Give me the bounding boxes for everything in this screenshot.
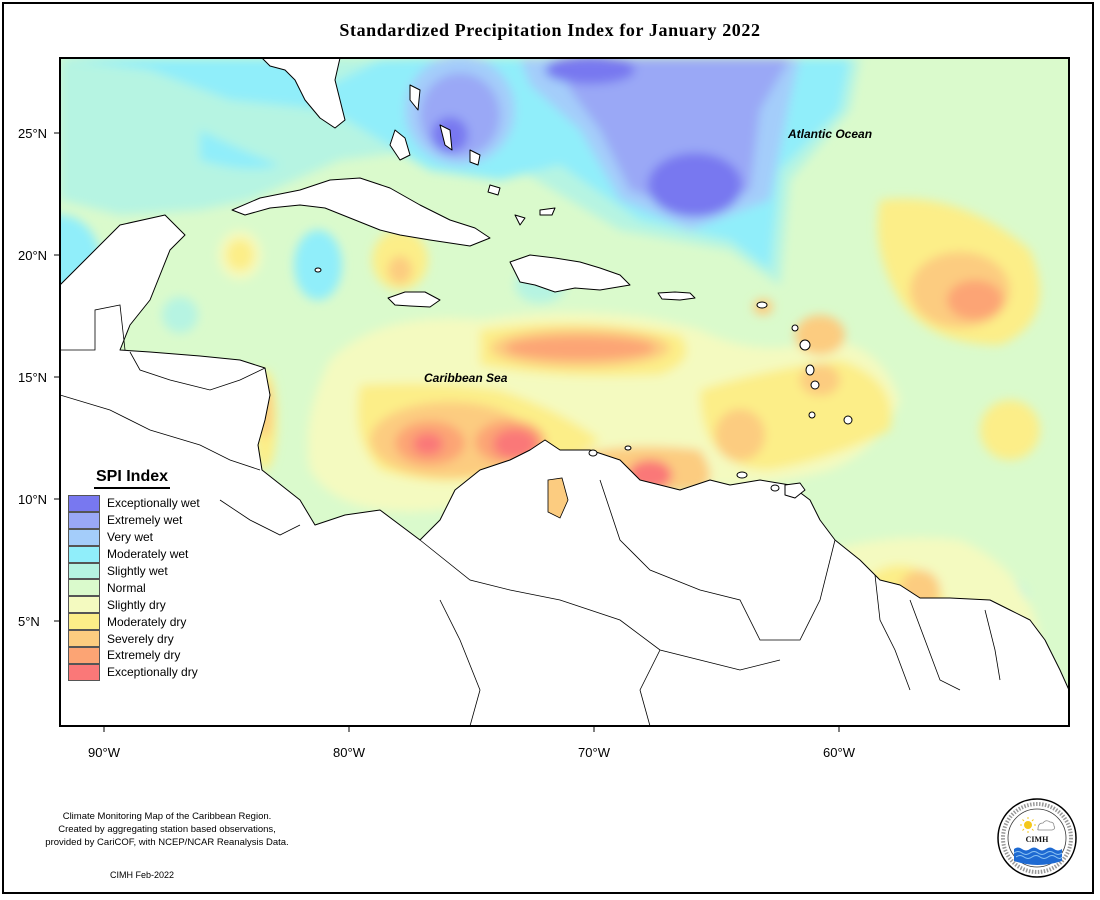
map-title: Standardized Precipitation Index for Jan… bbox=[339, 20, 761, 40]
legend-label: Extremely wet bbox=[107, 513, 183, 528]
axis-ticks bbox=[54, 132, 840, 732]
lat-label-20n: 20°N bbox=[18, 248, 48, 263]
legend-swatch bbox=[68, 647, 100, 664]
legend-swatch bbox=[68, 663, 100, 681]
credits-line-3: provided by CariCOF, with NCEP/NCAR Rean… bbox=[45, 837, 289, 848]
country-borders bbox=[60, 304, 1001, 726]
legend-item: Exceptionally dry bbox=[68, 663, 200, 681]
credits-line-1: Climate Monitoring Map of the Caribbean … bbox=[62, 811, 272, 822]
legend-label: Slightly wet bbox=[107, 564, 168, 578]
spi-legend: SPI Index Exceptionally wet Extremely wet… bbox=[68, 468, 200, 681]
map-border bbox=[59, 57, 1070, 727]
logo-name: CIMH bbox=[1026, 835, 1049, 844]
cimh-logo: CIMH bbox=[997, 798, 1077, 878]
lat-label-10n: 10°N bbox=[18, 492, 48, 507]
lon-label-60w: 60°W bbox=[823, 745, 855, 760]
legend-label: Exceptionally dry bbox=[107, 665, 198, 680]
legend-items: Exceptionally wet Extremely wet Very wet Mo… bbox=[68, 495, 200, 681]
legend-swatch bbox=[68, 545, 100, 563]
legend-title: SPI Index bbox=[94, 468, 171, 489]
legend-item: Extremely wet bbox=[68, 511, 200, 529]
lon-label-70w: 70°W bbox=[578, 745, 610, 760]
legend-label: Moderately wet bbox=[107, 547, 189, 562]
lon-label-80w: 80°W bbox=[333, 745, 365, 760]
credits-text: Climate Monitoring Map of the Caribbean … bbox=[22, 810, 312, 849]
credits-line-2: Created by aggregating station based obs… bbox=[58, 824, 276, 835]
legend-swatch bbox=[68, 630, 100, 648]
legend-item: Extremely dry bbox=[68, 647, 200, 664]
legend-label: Slightly dry bbox=[107, 597, 166, 612]
legend-swatch bbox=[68, 613, 100, 631]
legend-swatch bbox=[68, 528, 100, 546]
legend-item: Slightly wet bbox=[68, 562, 200, 580]
legend-item: Moderately wet bbox=[68, 545, 200, 563]
legend-item: Normal bbox=[68, 579, 200, 597]
lon-label-90w: 90°W bbox=[88, 745, 120, 760]
legend-label: Moderately dry bbox=[107, 614, 187, 629]
legend-label: Severely dry bbox=[107, 631, 174, 646]
legend-item: Exceptionally wet bbox=[68, 495, 200, 512]
atlantic-ocean-label: Atlantic Ocean bbox=[788, 127, 873, 141]
legend-item: Moderately dry bbox=[68, 613, 200, 631]
legend-label: Exceptionally wet bbox=[107, 496, 200, 511]
legend-swatch bbox=[68, 562, 100, 580]
legend-item: Very wet bbox=[68, 528, 200, 546]
lat-label-15n: 15°N bbox=[18, 370, 48, 385]
landmasses bbox=[60, 58, 1069, 726]
sun-icon bbox=[1020, 817, 1036, 833]
lat-label-5n: 5°N bbox=[18, 614, 40, 629]
caribbean-sea-label: Caribbean Sea bbox=[424, 371, 508, 385]
waves-icon bbox=[1013, 847, 1063, 865]
credits-date: CIMH Feb-2022 bbox=[110, 870, 175, 880]
cloud-icon bbox=[1037, 820, 1056, 831]
legend-swatch bbox=[68, 596, 100, 614]
legend-label: Very wet bbox=[107, 530, 154, 545]
legend-swatch bbox=[68, 495, 100, 512]
legend-swatch bbox=[68, 579, 100, 597]
legend-label: Extremely dry bbox=[107, 648, 181, 663]
lat-label-25n: 25°N bbox=[18, 126, 48, 141]
lake-maracaibo bbox=[547, 477, 569, 519]
legend-item: Slightly dry bbox=[68, 596, 200, 614]
legend-swatch bbox=[68, 511, 100, 529]
legend-item: Severely dry bbox=[68, 630, 200, 648]
legend-label: Normal bbox=[107, 580, 146, 595]
